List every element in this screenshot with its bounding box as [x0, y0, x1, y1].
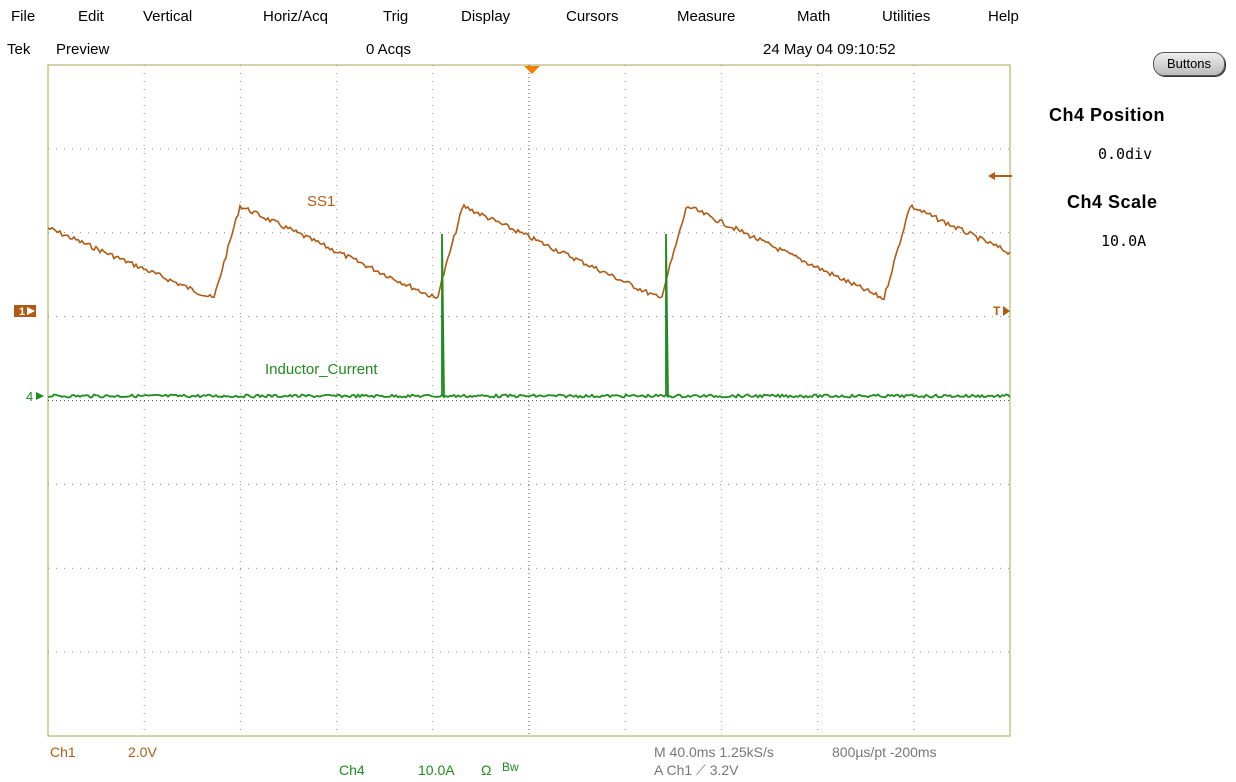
ch4-readout-scale[interactable]: 10.0A	[418, 762, 455, 778]
scope-display[interactable]: T 1 4 SS1 Inductor_Current	[0, 60, 1030, 760]
trigger-t-arrow-icon	[1003, 306, 1010, 316]
ch1-trace	[47, 203, 1011, 301]
ss1-label: SS1	[307, 193, 335, 210]
ch4-scale-title: Ch4 Scale	[1067, 192, 1158, 212]
menu-display[interactable]: Display	[461, 8, 511, 25]
ch1-ground-marker[interactable]: 1	[14, 305, 36, 318]
brand-label: Tek	[7, 41, 31, 58]
ch4-scale-value[interactable]: 10.0A	[1101, 232, 1147, 250]
menu-bar: File Edit Vertical Horiz/Acq Trig Displa…	[0, 0, 1236, 34]
graticule	[47, 64, 1011, 737]
menu-edit[interactable]: Edit	[78, 8, 104, 25]
inductor-current-label: Inductor_Current	[265, 361, 378, 378]
date-time: 24 May 04 09:10:52	[763, 41, 896, 58]
timebase-readout[interactable]: M 40.0ms 1.25kS/s	[654, 744, 774, 760]
ch4-marker-label: 4	[26, 389, 33, 404]
menu-measure[interactable]: Measure	[677, 8, 736, 25]
menu-cursors[interactable]: Cursors	[566, 8, 619, 25]
ch4-position-value[interactable]: 0.0div	[1098, 145, 1153, 163]
ch4-ohm-icon: Ω	[481, 762, 492, 778]
ch1-readout-scale[interactable]: 2.0V	[128, 744, 157, 760]
trigger-level-icon[interactable]	[988, 172, 1012, 180]
trigger-position-icon[interactable]	[524, 66, 540, 74]
ch1-marker-label: 1	[19, 306, 25, 318]
menu-vertical[interactable]: Vertical	[143, 8, 193, 25]
trigger-readout[interactable]: A Ch1 ⟋ 3.2V	[654, 762, 739, 778]
menu-help[interactable]: Help	[988, 8, 1019, 25]
menu-trig[interactable]: Trig	[383, 8, 409, 25]
menu-utilities[interactable]: Utilities	[882, 8, 931, 25]
acq-mode: Preview	[56, 41, 110, 58]
resolution-readout[interactable]: 800µs/pt -200ms	[832, 744, 937, 760]
ch4-bandwidth-badge: Bw	[502, 760, 519, 774]
buttons-button[interactable]: Buttons	[1153, 52, 1225, 76]
ch4-ground-marker[interactable]: 4	[26, 389, 44, 404]
ch4-trace	[47, 233, 1011, 399]
trigger-t-marker: T	[993, 304, 1001, 318]
ch4-position-title: Ch4 Position	[1049, 105, 1166, 125]
menu-math[interactable]: Math	[797, 8, 831, 25]
status-bar: Tek Preview 0 Acqs 24 May 04 09:10:52	[0, 36, 1030, 60]
ch4-readout-name[interactable]: Ch4	[339, 762, 365, 778]
menu-file[interactable]: File	[11, 8, 36, 25]
acq-count: 0 Acqs	[366, 41, 412, 58]
ch1-readout-name[interactable]: Ch1	[50, 744, 76, 760]
menu-horiz-acq[interactable]: Horiz/Acq	[263, 8, 329, 25]
